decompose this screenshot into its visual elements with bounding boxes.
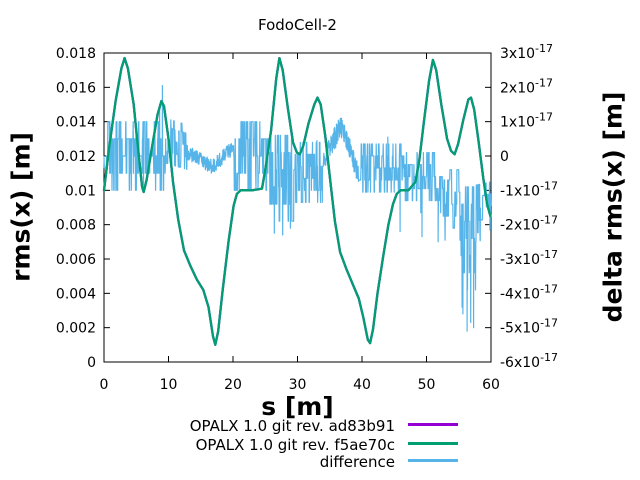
x-tick-label: 0 bbox=[100, 377, 109, 393]
y-tick-label: 0.012 bbox=[56, 149, 96, 165]
series-line-difference bbox=[103, 85, 492, 332]
chart-title: FodoCell-2 bbox=[258, 16, 337, 34]
series-line-f5ae70c bbox=[102, 56, 492, 346]
x-tick-label: 50 bbox=[418, 377, 436, 393]
y2-tick-label: 2x10-17 bbox=[500, 76, 553, 96]
y2-tick-label: 0 bbox=[500, 149, 509, 165]
y2-tick-label: 3x10-17 bbox=[500, 42, 553, 62]
y2-tick-label: 1x10-17 bbox=[500, 111, 553, 131]
y2-tick-label: -4x10-17 bbox=[500, 282, 558, 302]
y-tick-label: 0.01 bbox=[65, 183, 96, 199]
legend-line-sample bbox=[408, 423, 459, 426]
y-axis-label: rms(x) [m] bbox=[6, 132, 36, 282]
y2-axis-label: delta rms(x) [m] bbox=[598, 91, 628, 323]
legend-label: OPALX 1.0 git rev. f5ae70c bbox=[195, 435, 395, 454]
y-tick-label: 0.018 bbox=[56, 46, 96, 62]
y2-tick-label: -1x10-17 bbox=[500, 179, 558, 199]
legend-item-difference: difference bbox=[95, 452, 475, 471]
y-tick-label: 0.006 bbox=[56, 252, 96, 268]
x-tick-label: 60 bbox=[482, 377, 500, 393]
y2-tick-label: -5x10-17 bbox=[500, 317, 558, 337]
y2-tick-label: -3x10-17 bbox=[500, 248, 558, 268]
x-tick-label: 40 bbox=[353, 377, 371, 393]
y-tick-label: 0.004 bbox=[56, 286, 96, 302]
y2-tick-label: -2x10-17 bbox=[500, 214, 558, 234]
legend-item-ad83b91: OPALX 1.0 git rev. ad83b91 bbox=[95, 416, 475, 435]
y-tick-label: 0.008 bbox=[56, 218, 96, 234]
y-tick-label: 0.016 bbox=[56, 80, 96, 96]
y-tick-label: 0.002 bbox=[56, 321, 96, 337]
legend-line-sample bbox=[408, 459, 459, 462]
x-tick-label: 30 bbox=[289, 377, 307, 393]
x-tick-label: 10 bbox=[160, 377, 178, 393]
legend-label: difference bbox=[319, 452, 395, 471]
y-tick-label: 0 bbox=[87, 355, 96, 371]
legend-line-sample bbox=[408, 442, 459, 445]
y2-tick-label: -6x10-17 bbox=[500, 351, 558, 371]
legend-label: OPALX 1.0 git rev. ad83b91 bbox=[189, 416, 395, 435]
x-tick-label: 20 bbox=[224, 377, 242, 393]
legend-item-f5ae70c: OPALX 1.0 git rev. f5ae70c bbox=[95, 435, 475, 454]
x-axis-label: s [m] bbox=[261, 392, 334, 421]
y-tick-label: 0.014 bbox=[56, 115, 96, 131]
